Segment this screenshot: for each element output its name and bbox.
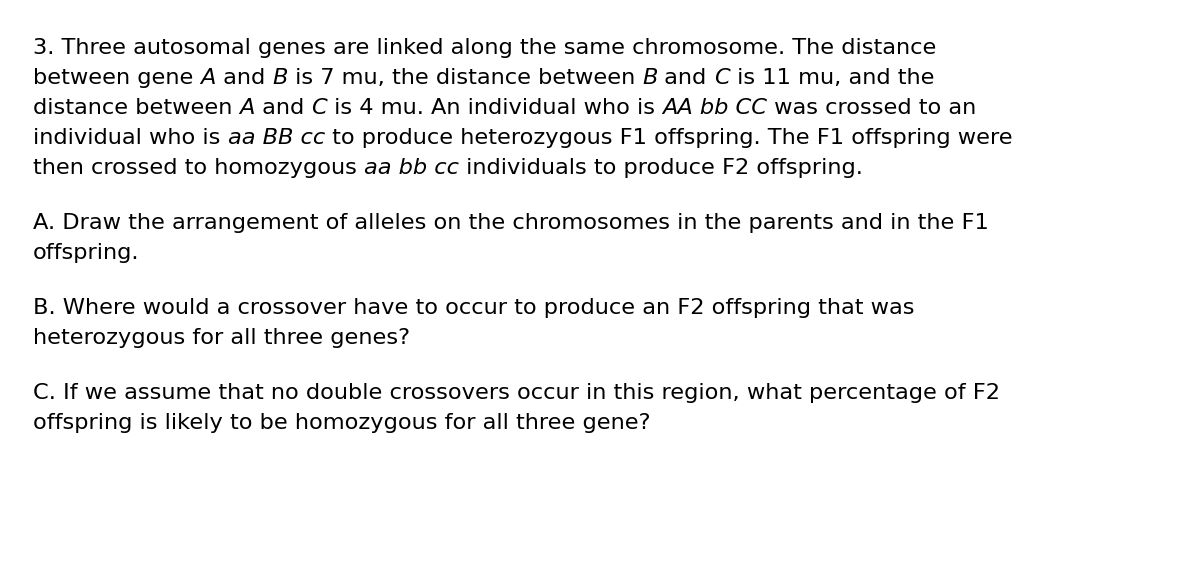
Text: B: B: [272, 68, 288, 88]
Text: distance between: distance between: [34, 98, 240, 118]
Text: A: A: [200, 68, 216, 88]
Text: C. If we assume that no double crossovers occur in this region, what percentage : C. If we assume that no double crossover…: [34, 383, 1000, 403]
Text: individual who is: individual who is: [34, 128, 228, 148]
Text: and: and: [254, 98, 311, 118]
Text: then crossed to homozygous: then crossed to homozygous: [34, 158, 364, 178]
Text: aa BB cc: aa BB cc: [228, 128, 325, 148]
Text: is 7 mu, the distance between: is 7 mu, the distance between: [288, 68, 642, 88]
Text: A. Draw the arrangement of alleles on the chromosomes in the parents and in the : A. Draw the arrangement of alleles on th…: [34, 213, 989, 233]
Text: B: B: [642, 68, 658, 88]
Text: AA bb CC: AA bb CC: [662, 98, 767, 118]
Text: is 11 mu, and the: is 11 mu, and the: [730, 68, 934, 88]
Text: aa bb cc: aa bb cc: [364, 158, 458, 178]
Text: heterozygous for all three genes?: heterozygous for all three genes?: [34, 328, 410, 348]
Text: between gene: between gene: [34, 68, 200, 88]
Text: individuals to produce F2 offspring.: individuals to produce F2 offspring.: [458, 158, 863, 178]
Text: is 4 mu. An individual who is: is 4 mu. An individual who is: [326, 98, 662, 118]
Text: 3. Three autosomal genes are linked along the same chromosome. The distance: 3. Three autosomal genes are linked alon…: [34, 38, 936, 58]
Text: offspring is likely to be homozygous for all three gene?: offspring is likely to be homozygous for…: [34, 413, 650, 433]
Text: was crossed to an: was crossed to an: [767, 98, 977, 118]
Text: and: and: [216, 68, 272, 88]
Text: offspring.: offspring.: [34, 243, 139, 263]
Text: to produce heterozygous F1 offspring. The F1 offspring were: to produce heterozygous F1 offspring. Th…: [325, 128, 1013, 148]
Text: A: A: [240, 98, 254, 118]
Text: B. Where would a crossover have to occur to produce an F2 offspring that was: B. Where would a crossover have to occur…: [34, 298, 914, 318]
Text: C: C: [311, 98, 326, 118]
Text: C: C: [714, 68, 730, 88]
Text: and: and: [658, 68, 714, 88]
